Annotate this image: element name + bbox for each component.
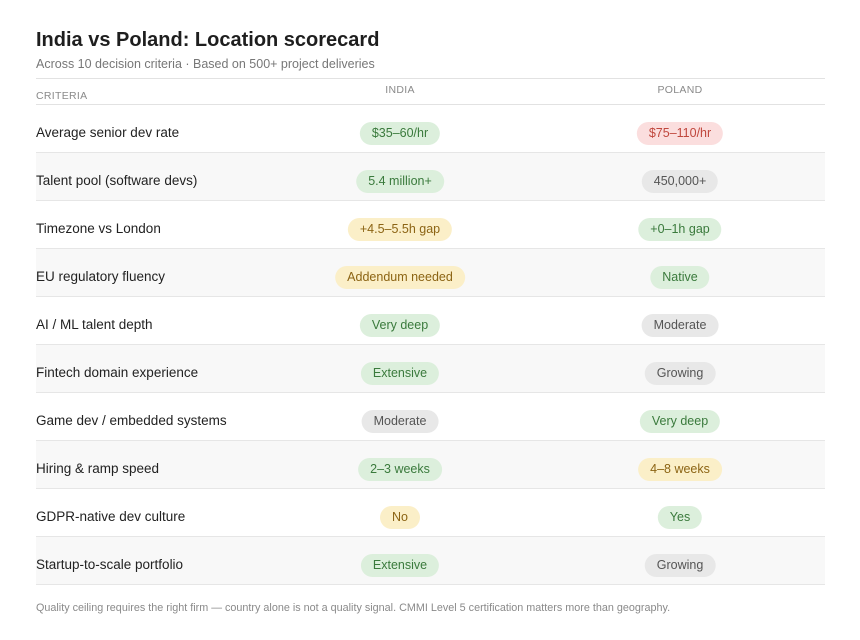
india-badge: 5.4 million+ [356,170,444,193]
poland-badge: 450,000+ [641,170,719,193]
poland-badge: Native [650,266,710,289]
poland-badge: Yes [657,506,703,529]
table-row: Startup-to-scale portfolio Extensive Gro… [36,537,825,585]
poland-badge: $75–110/hr [636,122,724,145]
criterion-label: Fintech domain experience [36,365,199,380]
table-row: GDPR-native dev culture No Yes [36,489,825,537]
poland-badge: Growing [644,362,716,385]
criterion-label: Game dev / embedded systems [36,413,227,428]
column-header-criteria: CRITERIA [36,90,88,102]
table-row: Timezone vs London +4.5–5.5h gap +0–1h g… [36,201,825,249]
criterion-label: GDPR-native dev culture [36,509,186,524]
india-badge: +4.5–5.5h gap [347,218,453,241]
criterion-label: Timezone vs London [36,221,161,236]
poland-badge: Growing [644,554,716,577]
table-row: AI / ML talent depth Very deep Moderate [36,297,825,345]
criterion-label: EU regulatory fluency [36,269,166,284]
criterion-label: Average senior dev rate [36,125,180,140]
criterion-label: Startup-to-scale portfolio [36,557,184,572]
table-row: Game dev / embedded systems Moderate Ver… [36,393,825,441]
table-header: CRITERIA INDIA POLAND [36,78,825,105]
table-row: EU regulatory fluency Addendum needed Na… [36,249,825,297]
india-badge: 2–3 weeks [358,458,442,481]
poland-badge: Very deep [639,410,721,433]
india-badge: Extensive [360,362,440,385]
table-row: Hiring & ramp speed 2–3 weeks 4–8 weeks [36,441,825,489]
table-body: Average senior dev rate $35–60/hr $75–11… [36,105,825,585]
poland-badge: Moderate [641,314,719,337]
india-badge: Very deep [359,314,441,337]
page-subtitle: Across 10 decision criteria · Based on 5… [36,57,375,71]
india-badge: Moderate [361,410,439,433]
scorecard: India vs Poland: Location scorecard Acro… [36,28,825,585]
table-row: Fintech domain experience Extensive Grow… [36,345,825,393]
column-header-india: INDIA [385,84,415,96]
india-badge: Extensive [360,554,440,577]
india-badge: Addendum needed [335,266,465,289]
criterion-label: Talent pool (software devs) [36,173,198,188]
criterion-label: Hiring & ramp speed [36,461,160,476]
india-badge: No [380,506,420,529]
criterion-label: AI / ML talent depth [36,317,153,332]
poland-badge: 4–8 weeks [638,458,722,481]
footnote: Quality ceiling requires the right firm … [36,602,671,614]
table-row: Talent pool (software devs) 5.4 million+… [36,153,825,201]
india-badge: $35–60/hr [359,122,441,145]
column-header-poland: POLAND [657,84,703,96]
table-row: Average senior dev rate $35–60/hr $75–11… [36,105,825,153]
poland-badge: +0–1h gap [638,218,722,241]
page-title: India vs Poland: Location scorecard [36,29,380,51]
